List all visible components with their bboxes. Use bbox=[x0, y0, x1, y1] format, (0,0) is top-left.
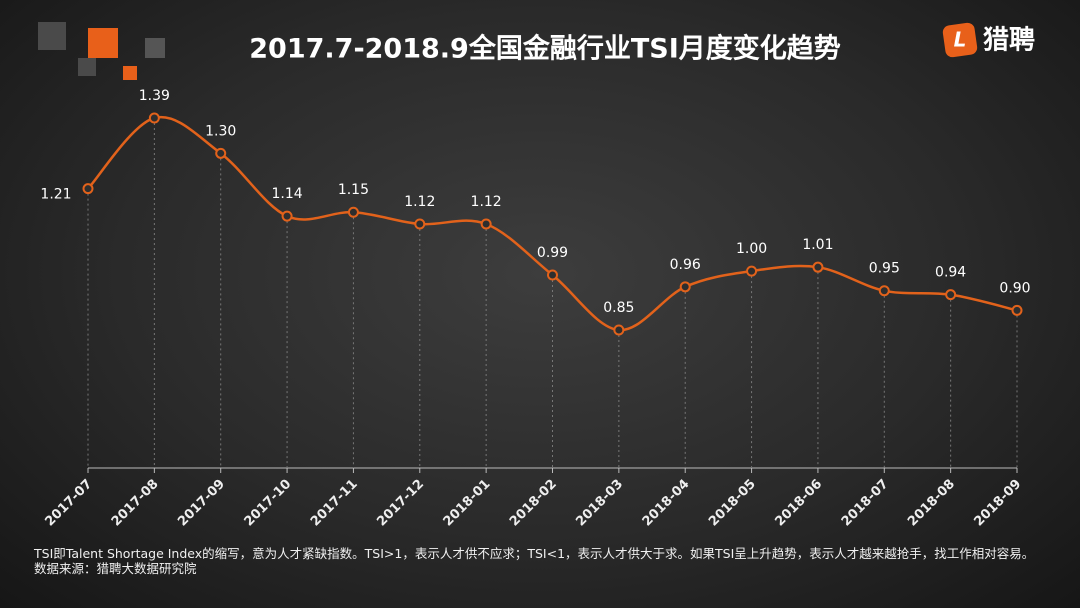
x-tick-label: 2017-07 bbox=[43, 477, 96, 530]
x-tick-label: 2018-05 bbox=[706, 477, 759, 530]
series-line bbox=[87, 115, 1018, 332]
point bbox=[480, 218, 492, 230]
data-label: 1.21 bbox=[40, 187, 71, 203]
decor-cubes bbox=[38, 22, 165, 80]
data-label: 1.12 bbox=[471, 194, 502, 210]
point bbox=[82, 183, 94, 195]
data-label: 0.99 bbox=[537, 245, 568, 261]
point bbox=[215, 147, 227, 159]
x-tick-label: 2018-02 bbox=[507, 477, 560, 530]
point bbox=[878, 285, 890, 297]
data-label: 1.15 bbox=[338, 182, 369, 198]
x-tick-label: 2018-03 bbox=[573, 477, 626, 530]
point bbox=[746, 265, 758, 277]
data-label: 1.14 bbox=[271, 186, 302, 202]
point bbox=[945, 289, 957, 301]
x-tick-label: 2017-12 bbox=[374, 477, 427, 530]
x-tick-label: 2018-08 bbox=[905, 477, 958, 530]
x-tick-label: 2017-09 bbox=[175, 477, 228, 530]
logo-name: 猎聘 bbox=[983, 26, 1035, 56]
logo: L 猎聘 bbox=[942, 22, 1035, 58]
data-label: 1.01 bbox=[802, 237, 833, 253]
data-label: 1.12 bbox=[404, 194, 435, 210]
data-label: 0.94 bbox=[935, 265, 966, 281]
point bbox=[148, 112, 160, 124]
data-label: 0.85 bbox=[603, 300, 634, 316]
data-label: 0.90 bbox=[999, 280, 1030, 296]
logo-icon: L bbox=[954, 28, 967, 52]
point bbox=[613, 324, 625, 336]
x-tick-label: 2017-10 bbox=[242, 477, 295, 530]
point bbox=[812, 261, 824, 273]
data-label: 1.39 bbox=[139, 88, 170, 104]
data-label: 0.96 bbox=[670, 257, 701, 273]
note: TSI即Talent Shortage Index的缩写，意为人才紧缺指数。TS… bbox=[34, 546, 1035, 561]
x-tick-label: 2018-01 bbox=[441, 477, 494, 530]
point bbox=[281, 210, 293, 222]
point bbox=[347, 206, 359, 218]
point bbox=[414, 218, 426, 230]
x-tick-label: 2018-06 bbox=[772, 477, 825, 530]
data-label: 0.95 bbox=[869, 261, 900, 277]
x-tick-label: 2018-04 bbox=[640, 477, 693, 530]
point bbox=[1011, 304, 1023, 316]
x-tick-label: 2017-11 bbox=[308, 477, 361, 530]
notes: TSI即Talent Shortage Index的缩写，意为人才紧缺指数。TS… bbox=[34, 546, 1054, 576]
x-tick-label: 2018-09 bbox=[972, 477, 1025, 530]
data-label: 1.00 bbox=[736, 241, 767, 257]
point bbox=[547, 269, 558, 281]
x-tick-label: 2018-07 bbox=[839, 477, 892, 530]
point bbox=[679, 281, 691, 293]
x-tick-label: 2017-08 bbox=[109, 477, 162, 530]
chart-title: 2017.7-2018.9全国金融行业TSI月度变化趋势 bbox=[249, 33, 841, 65]
note: 数据来源：猎聘大数据研究院 bbox=[34, 561, 197, 576]
data-label: 1.30 bbox=[205, 123, 236, 139]
